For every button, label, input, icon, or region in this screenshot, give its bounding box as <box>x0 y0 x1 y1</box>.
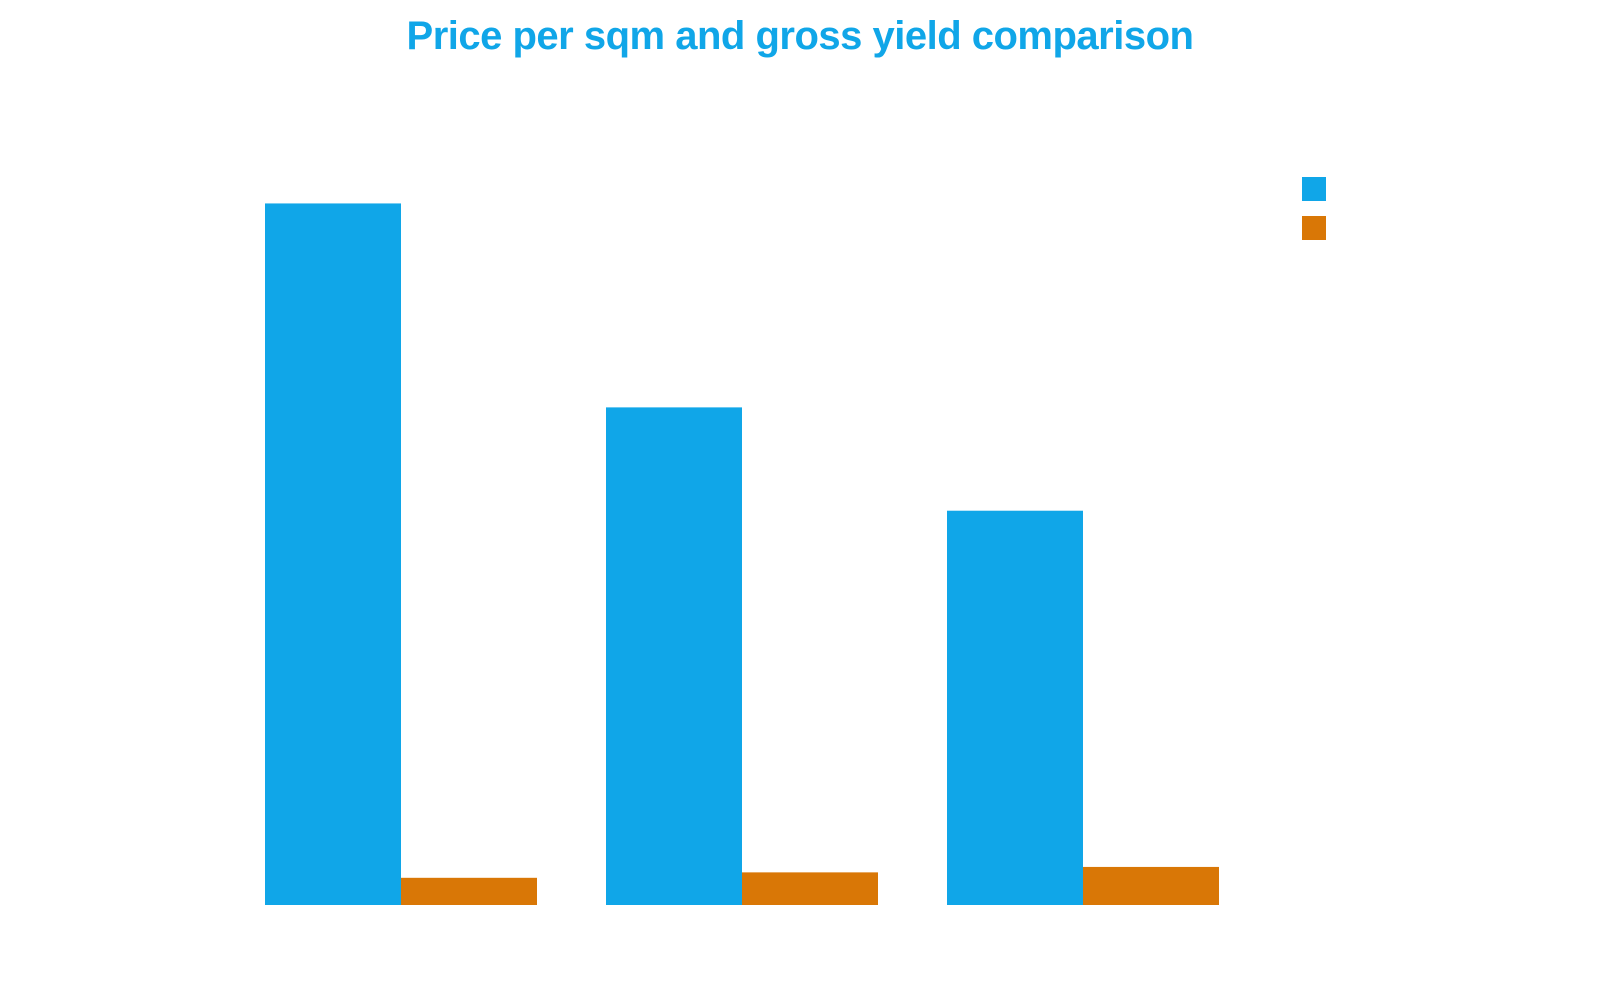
bar-series-2-category-1 <box>401 877 537 905</box>
bar-series-2-category-2 <box>742 872 878 905</box>
bars-layer <box>265 203 1219 905</box>
bar-series-1-category-3 <box>947 510 1083 905</box>
legend-swatch-series-2 <box>1302 216 1326 240</box>
bar-series-1-category-1 <box>265 203 401 905</box>
chart-title: Price per sqm and gross yield comparison <box>406 14 1194 58</box>
bar-series-1-category-2 <box>606 407 742 905</box>
legend <box>1302 177 1326 240</box>
legend-swatch-series-1 <box>1302 177 1326 201</box>
bar-series-2-category-3 <box>1083 866 1219 905</box>
